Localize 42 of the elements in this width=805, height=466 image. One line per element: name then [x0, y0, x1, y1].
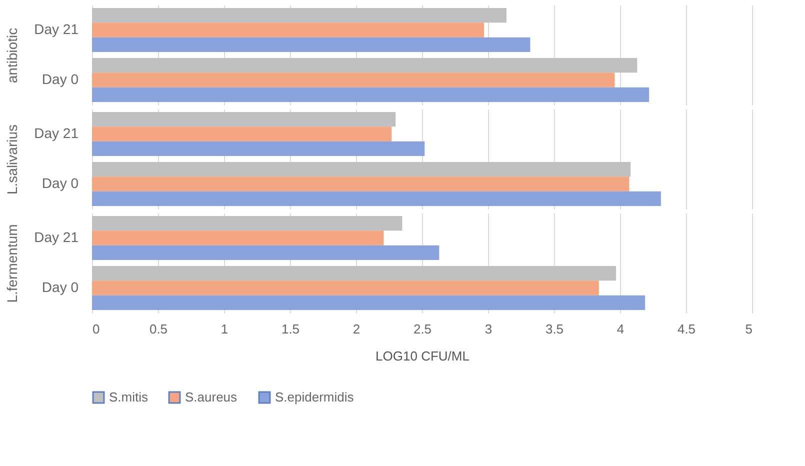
y-tick-label: Day 21: [34, 21, 79, 37]
x-tick-label: 0: [92, 322, 100, 336]
bar: [92, 87, 650, 102]
bar: [92, 126, 392, 142]
bar: [92, 266, 616, 281]
bar: [92, 37, 530, 52]
x-tick-label: 1.5: [281, 322, 300, 336]
x-tick-label: 2: [352, 322, 360, 336]
x-tick-label: 4.5: [677, 322, 696, 336]
y-axis-title: antibiotic: [4, 28, 20, 84]
bar: [92, 295, 646, 310]
bar: [92, 162, 631, 177]
x-tick-label: 5: [745, 322, 752, 336]
bar: [92, 58, 638, 73]
bar: [92, 280, 599, 296]
x-tick-label: 3: [484, 322, 492, 336]
y-axis-title: L.salivarius: [4, 124, 20, 195]
y-tick-label: Day 0: [42, 279, 79, 295]
bar: [92, 176, 630, 192]
y-tick-label: Day 21: [34, 125, 79, 141]
legend-label: S.mitis: [109, 390, 148, 405]
x-tick-label: 1: [220, 322, 228, 336]
y-tick-label: Day 0: [42, 175, 79, 191]
bar: [92, 72, 615, 88]
x-tick-label: 2.5: [413, 322, 432, 336]
x-axis-title: LOG10 CFU/ML: [376, 348, 470, 364]
x-tick-label: 4: [616, 322, 624, 336]
legend-label: S.epidermidis: [275, 390, 354, 405]
bar: [92, 112, 396, 127]
legend-label: S.aureus: [185, 390, 238, 405]
y-tick-label: Day 0: [42, 71, 79, 87]
bar: [92, 191, 661, 206]
y-tick-label: Day 21: [34, 229, 79, 245]
bar: [92, 245, 440, 260]
bar: [92, 216, 402, 231]
x-tick-label: 3.5: [545, 322, 564, 336]
bar: [92, 141, 425, 156]
bar: [92, 22, 484, 38]
bar: [92, 8, 506, 23]
y-axis-title: L.fermentum: [4, 224, 20, 303]
x-tick-label: 0.5: [149, 322, 168, 336]
bar: [92, 230, 384, 246]
